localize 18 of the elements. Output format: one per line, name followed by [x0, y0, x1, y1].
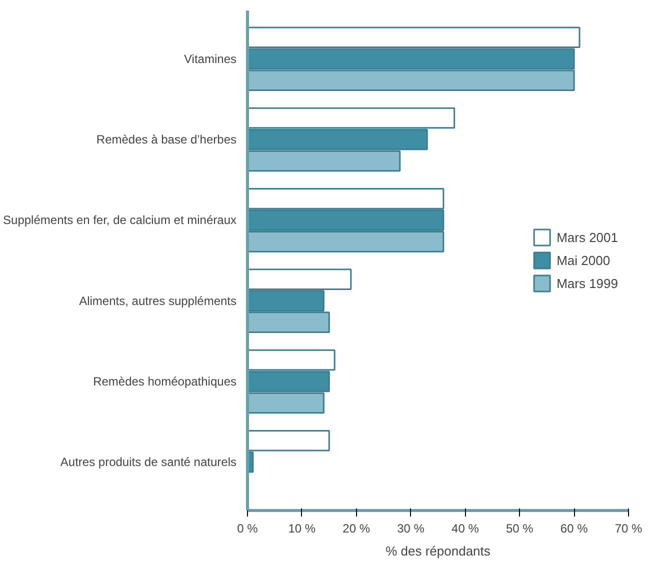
legend-label: Mars 1999 — [556, 276, 618, 290]
y-tick-label: Autres produits de santé naturels — [60, 455, 237, 470]
x-tick-label: 50 % — [506, 522, 534, 536]
x-tick-label: 70 % — [614, 522, 643, 536]
y-tick-label: Remèdes à base d’herbes — [96, 132, 237, 147]
x-tick-label: 40 % — [452, 522, 480, 536]
x-tick-label: 30 % — [397, 522, 425, 536]
legend-label: Mai 2000 — [556, 252, 610, 268]
y-tick-label: Suppléments en fer, de calcium et minéraux — [3, 213, 237, 228]
x-tick-label: 20 % — [342, 522, 370, 536]
y-tick-label: Vitamines — [184, 52, 237, 66]
y-tick-label: Aliments, autres suppléments — [79, 294, 236, 308]
y-tick-label: Remèdes homéopathiques — [93, 374, 237, 388]
legend-label: Mars 2001 — [556, 230, 618, 244]
x-tick-label: 60 % — [560, 522, 588, 536]
x-axis-title: % des répondants — [386, 544, 491, 558]
x-tick-label: 10 % — [288, 522, 316, 536]
x-tick-label: 0 % — [237, 522, 258, 536]
